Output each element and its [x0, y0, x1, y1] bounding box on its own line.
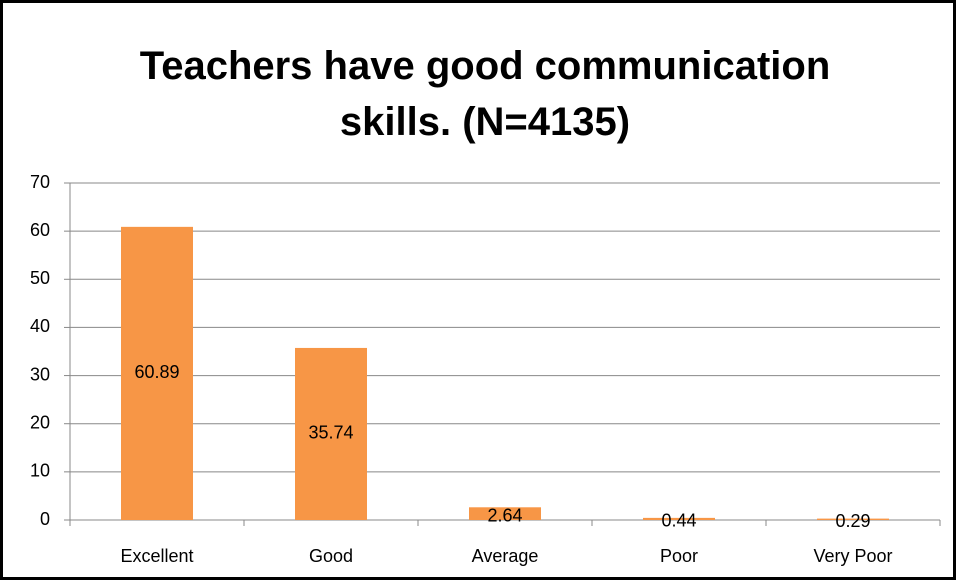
- y-tick-label: 70: [30, 172, 50, 192]
- x-tick-label: Very Poor: [813, 546, 892, 566]
- data-label: 0.29: [835, 511, 870, 531]
- x-tick-label: Poor: [660, 546, 698, 566]
- bar: [643, 517, 715, 520]
- data-label: 35.74: [308, 423, 353, 443]
- y-tick-label: 40: [30, 316, 50, 336]
- bar: [469, 507, 541, 520]
- x-tick-label: Excellent: [120, 546, 193, 566]
- y-tick-label: 60: [30, 220, 50, 240]
- y-tick-label: 20: [30, 412, 50, 432]
- chart-title: Teachers have good communication skills.…: [139, 44, 831, 144]
- data-label: 0.44: [661, 511, 696, 531]
- y-tick-label: 50: [30, 268, 50, 288]
- bar: [121, 226, 193, 520]
- data-label: 60.89: [134, 362, 179, 382]
- y-tick-label: 30: [30, 364, 50, 384]
- bar: [295, 347, 367, 520]
- data-label: 2.64: [487, 505, 522, 525]
- bar: [817, 518, 889, 520]
- x-tick-label: Good: [309, 546, 353, 566]
- y-tick-label: 10: [30, 461, 50, 481]
- x-tick-label: Average: [472, 546, 539, 566]
- y-tick-label: 0: [40, 509, 50, 529]
